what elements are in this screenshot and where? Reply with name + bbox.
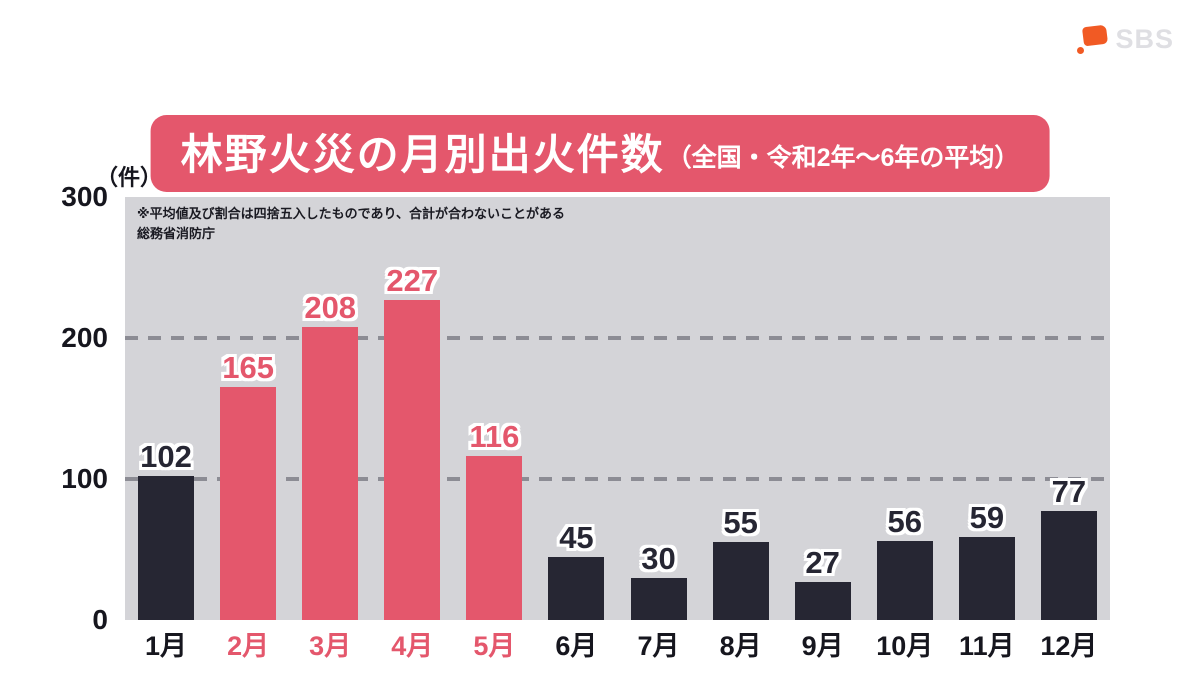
sbs-logo-text: SBS bbox=[1115, 24, 1174, 54]
bar-10月 bbox=[876, 541, 933, 620]
y-tick-label: 100 bbox=[61, 463, 108, 494]
x-axis: 1月 2月 3月 4月 5月 6月 7月 8月 9月 10月 11月 12月 bbox=[125, 624, 1110, 664]
bar-value-label: 208 bbox=[304, 289, 357, 325]
y-tick-label: 0 bbox=[92, 604, 108, 635]
bar-7月 bbox=[630, 577, 687, 620]
chart-note: ※平均値及び割合は四捨五入したものであり、合計が合わないことがある 総務省消防庁 bbox=[137, 204, 565, 244]
note-line-2: 総務省消防庁 bbox=[137, 226, 216, 242]
x-tick-label: 1月 bbox=[145, 631, 188, 661]
bar-1月 bbox=[138, 476, 195, 620]
bar-slot: 77 bbox=[1028, 197, 1110, 620]
plot-area: ※平均値及び割合は四捨五入したものであり、合計が合わないことがある 総務省消防庁… bbox=[125, 197, 1110, 620]
bars: 102 165 208 227 116 45 30 55 27 56 59 77 bbox=[125, 197, 1110, 620]
bar-5月 bbox=[466, 456, 523, 620]
bar-value-label: 45 bbox=[559, 519, 594, 555]
x-tick-label: 8月 bbox=[719, 631, 762, 661]
y-tick-label: 200 bbox=[61, 322, 108, 353]
gridlines bbox=[125, 197, 1110, 620]
bar-4月 bbox=[384, 299, 441, 620]
gridline bbox=[125, 477, 1110, 481]
y-tick-label: 300 bbox=[61, 181, 108, 212]
logo-flag-icon bbox=[1082, 24, 1109, 46]
bar-slot: 45 bbox=[535, 197, 617, 620]
bar-slot: 227 bbox=[371, 197, 453, 620]
x-tick-label: 5月 bbox=[473, 631, 516, 661]
bar-slot: 59 bbox=[946, 197, 1028, 620]
bar-value-label: 59 bbox=[969, 499, 1005, 535]
bar-slot: 116 bbox=[453, 197, 535, 620]
chart-subtitle: （全国・令和2年～6年の平均） bbox=[666, 143, 1020, 172]
y-axis-unit-label: （件） bbox=[96, 165, 163, 190]
bar-value-label: 102 bbox=[140, 439, 192, 475]
bar-11月 bbox=[958, 536, 1015, 620]
x-tick-label: 9月 bbox=[801, 631, 844, 661]
sbs-logo-icon bbox=[1077, 24, 1109, 54]
bar-value-label: 165 bbox=[222, 350, 274, 386]
bar-value-label: 116 bbox=[469, 419, 520, 455]
bar-9月 bbox=[794, 581, 851, 620]
bar-value-label: 227 bbox=[386, 262, 439, 298]
bar-slot: 165 bbox=[207, 197, 289, 620]
bar-value-label: 77 bbox=[1051, 474, 1087, 510]
sbs-logo: SBS bbox=[1077, 24, 1174, 55]
x-tick-label: 2月 bbox=[227, 631, 270, 661]
x-tick-label: 12月 bbox=[1040, 631, 1098, 661]
chart-title: 林野火災の月別出火件数 bbox=[180, 131, 665, 178]
chart-title-banner: 林野火災の月別出火件数 （全国・令和2年～6年の平均） bbox=[150, 115, 1050, 192]
x-tick-label: 10月 bbox=[876, 631, 934, 661]
bar-value-label: 27 bbox=[805, 544, 840, 580]
x-tick-label: 7月 bbox=[637, 631, 680, 661]
bar-value-label: 30 bbox=[641, 540, 676, 576]
bar-value-label: 56 bbox=[887, 504, 922, 540]
bar-2月 bbox=[220, 387, 277, 620]
bar-slot: 102 bbox=[125, 197, 207, 620]
bar-slot: 56 bbox=[864, 197, 946, 620]
bar-8月 bbox=[712, 542, 769, 620]
y-axis: 0 100 200 300 bbox=[0, 181, 112, 635]
bar-slot: 208 bbox=[289, 197, 371, 620]
bar-3月 bbox=[302, 326, 359, 620]
gridline bbox=[125, 336, 1110, 340]
bar-6月 bbox=[548, 556, 605, 620]
bar-slot: 27 bbox=[782, 197, 864, 620]
note-line-1: ※平均値及び割合は四捨五入したものであり、合計が合わないことがある bbox=[137, 206, 565, 221]
x-tick-label: 6月 bbox=[555, 631, 598, 661]
logo-dot-icon bbox=[1077, 46, 1085, 54]
bar-value-label: 55 bbox=[723, 505, 758, 541]
x-tick-label: 3月 bbox=[309, 631, 352, 661]
x-tick-label: 4月 bbox=[391, 631, 434, 661]
bar-12月 bbox=[1040, 511, 1097, 620]
bar-slot: 30 bbox=[617, 197, 699, 620]
x-tick-label: 11月 bbox=[959, 631, 1015, 661]
bar-slot: 55 bbox=[700, 197, 782, 620]
